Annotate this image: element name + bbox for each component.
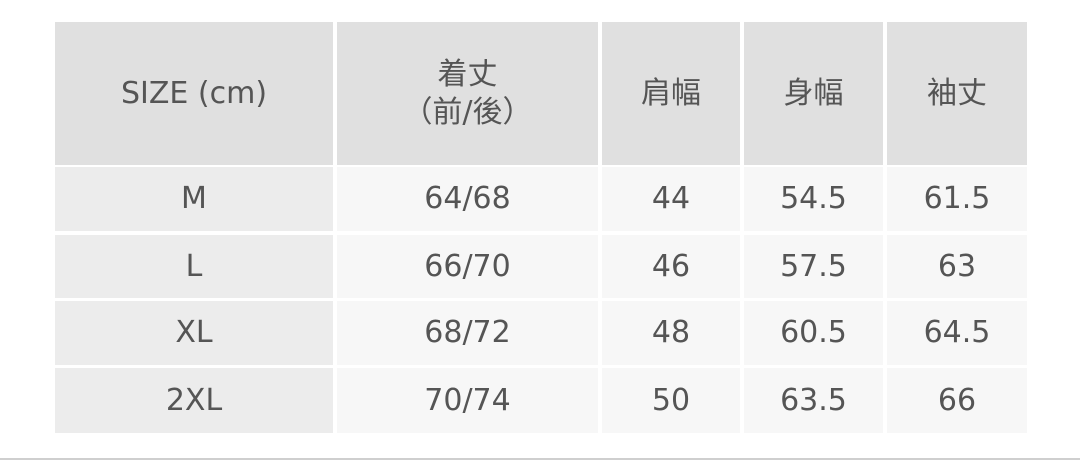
size-cell: L (55, 235, 333, 298)
cell-text: 61.5 (923, 181, 991, 216)
size-cell: M (55, 167, 333, 231)
cell-text: 66 (937, 382, 977, 418)
cell-text: （前/後） (402, 94, 533, 130)
value-cell: 54.5 (744, 167, 883, 231)
cell-text: 57.5 (780, 248, 847, 284)
cell-text: 着丈 (437, 56, 498, 92)
cell-text: 2XL (165, 382, 223, 418)
value-cell: 64/68 (337, 167, 598, 231)
value-cell: 44 (602, 167, 740, 231)
cell-text: 68/72 (424, 315, 511, 350)
cell-text: 54.5 (780, 181, 847, 216)
value-cell: 66 (887, 368, 1027, 433)
value-cell: 70/74 (337, 368, 598, 433)
value-cell: 63.5 (744, 368, 883, 433)
header-cell: 身幅 (744, 22, 883, 165)
value-cell: 61.5 (887, 167, 1027, 231)
header-cell: 袖丈 (887, 22, 1027, 165)
cell-text: 64/68 (424, 181, 511, 216)
cell-text: 48 (651, 315, 691, 350)
cell-text: 64.5 (923, 315, 991, 350)
header-cell: 着丈 （前/後） (337, 22, 598, 165)
cell-text: 63.5 (780, 382, 847, 418)
cell-text: 肩幅 (641, 75, 701, 111)
value-cell: 48 (602, 301, 740, 365)
cell-text: SIZE (cm) (120, 75, 268, 111)
value-cell: 60.5 (744, 301, 883, 365)
cell-text: 袖丈 (927, 75, 987, 111)
value-cell: 57.5 (744, 235, 883, 298)
divider (0, 458, 1080, 460)
value-cell: 63 (887, 235, 1027, 298)
size-cell: 2XL (55, 368, 333, 433)
value-cell: 46 (602, 235, 740, 298)
cell-text: 66/70 (424, 248, 511, 284)
cell-text: 50 (651, 382, 691, 418)
value-cell: 68/72 (337, 301, 598, 365)
cell-text: L (185, 248, 203, 284)
cell-text: 身幅 (783, 75, 844, 111)
cell-text: 60.5 (780, 315, 847, 350)
value-cell: 50 (602, 368, 740, 433)
cell-text: 63 (937, 248, 977, 284)
cell-text: 70/74 (424, 382, 511, 418)
header-cell: SIZE (cm) (55, 22, 333, 165)
cell-text: XL (175, 315, 213, 350)
value-cell: 64.5 (887, 301, 1027, 365)
size-cell: XL (55, 301, 333, 365)
cell-text: 46 (651, 248, 691, 284)
cell-text: M (181, 181, 207, 216)
header-cell: 肩幅 (602, 22, 740, 165)
value-cell: 66/70 (337, 235, 598, 298)
cell-text: 44 (651, 181, 691, 216)
